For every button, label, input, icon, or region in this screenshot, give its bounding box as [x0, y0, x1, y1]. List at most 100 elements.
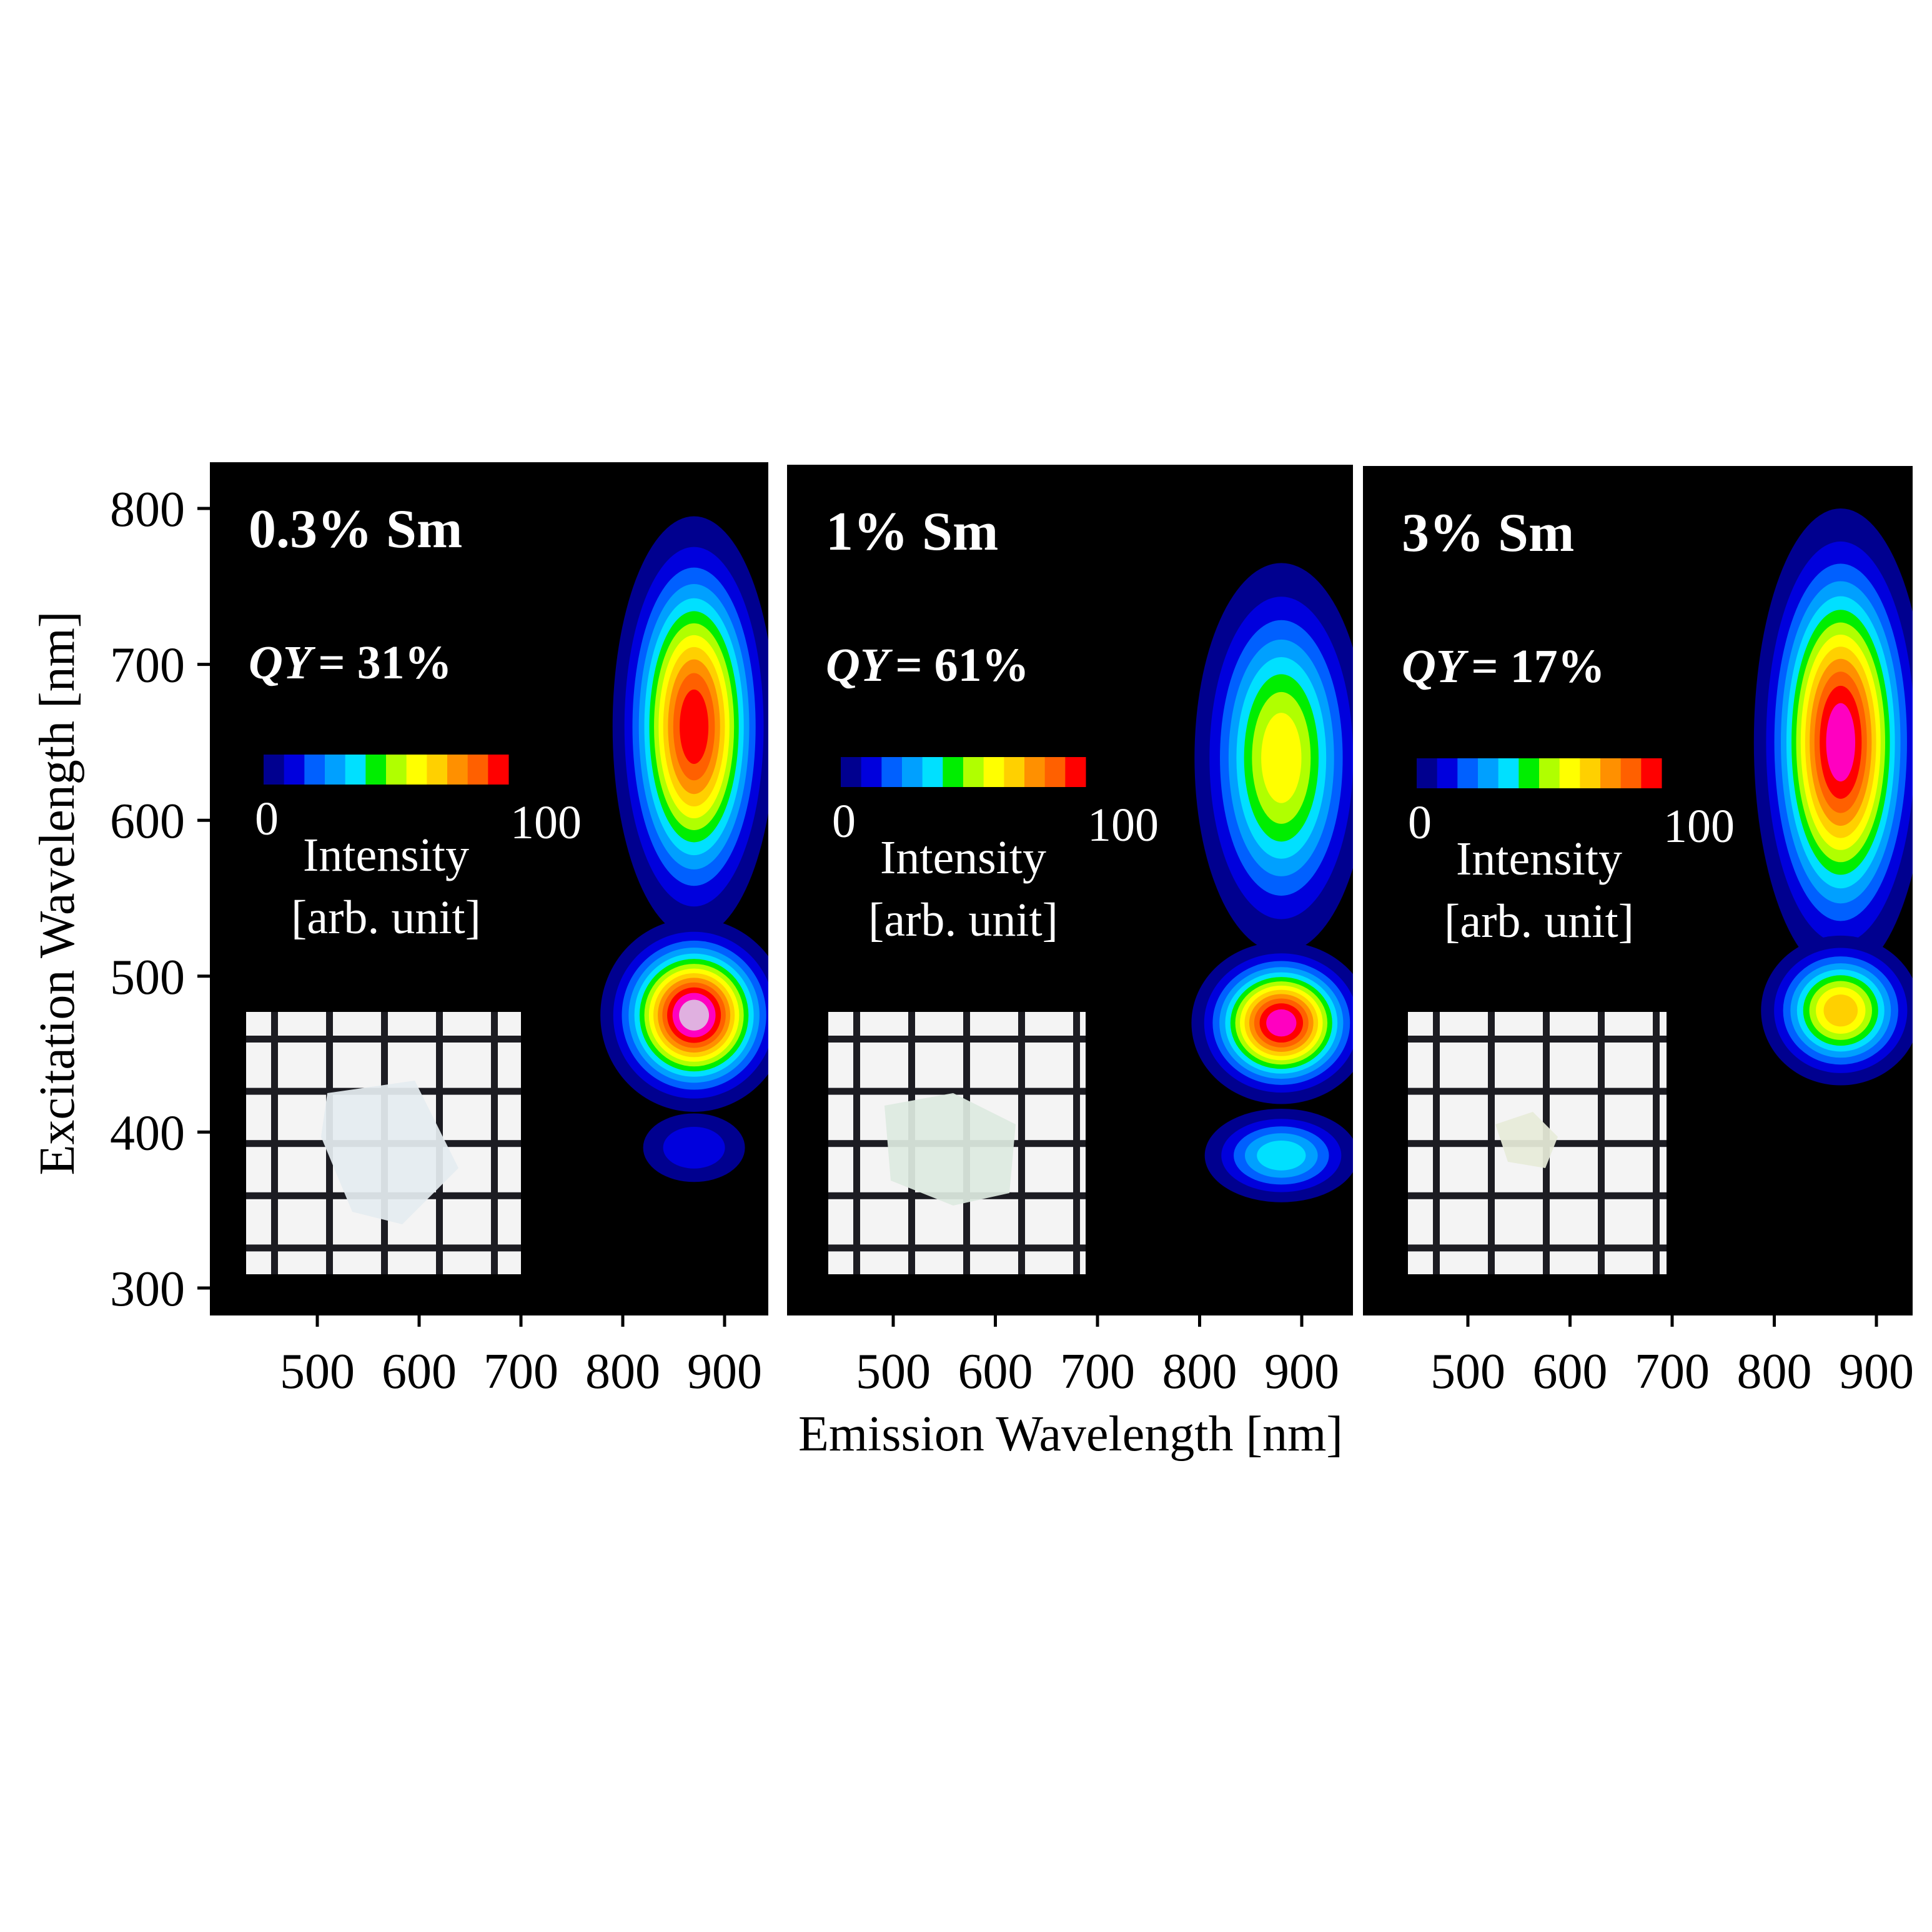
y-tick-label: 500 [110, 950, 185, 1005]
grid-line [246, 1244, 521, 1252]
x-tick-label: 600 [1533, 1344, 1608, 1399]
colorbar-swatch [304, 755, 325, 785]
x-axis-label: Emission Wavelength [nm] [798, 1407, 1343, 1462]
colorbar-min: 0 [832, 795, 856, 848]
x-tick-label: 900 [1839, 1344, 1914, 1399]
colorbar-swatch [447, 755, 468, 785]
emission-peak-3 [1204, 1108, 1353, 1202]
axes: 500 600 700 800 900 500 600 700 800 900 500 600 700 8… [110, 482, 1914, 1399]
qy-value: = 31% [318, 637, 452, 689]
panel-title: 1% Sm [826, 502, 998, 562]
colorbar-swatch [881, 757, 903, 787]
colorbar-swatch [861, 757, 882, 787]
colorbar-max: 100 [1087, 799, 1159, 851]
contour-map [600, 516, 768, 1182]
emission-peak-1 [1194, 563, 1353, 953]
contour-map [1191, 563, 1353, 1202]
colorbar-label: Intensity [1456, 833, 1622, 885]
y-tick-label: 700 [110, 638, 185, 693]
colorbar-swatch [1478, 758, 1499, 788]
contour-level-14 [679, 999, 710, 1031]
y-tick-label: 400 [110, 1106, 185, 1161]
y-tick-label: 300 [110, 1262, 185, 1317]
colorbar: 0 100 Intensity [arb. unit] [1408, 758, 1735, 948]
colorbar-swatch [1559, 758, 1580, 788]
grid-line [246, 1036, 521, 1043]
emission-peak-2 [1191, 941, 1353, 1104]
grid-line [828, 1036, 1086, 1043]
colorbar-swatch [963, 757, 984, 787]
x-tick-label: 700 [483, 1344, 558, 1399]
x-tick-label: 900 [1264, 1344, 1339, 1399]
contour-level-9 [1823, 994, 1858, 1027]
contour-level-13 [1826, 703, 1856, 782]
crystal-sample [1495, 1112, 1558, 1168]
colorbar-swatch [1004, 757, 1025, 787]
qy-value: = 17% [1471, 640, 1605, 693]
contour-level-8 [1261, 713, 1302, 803]
colorbar-swatch [1437, 758, 1458, 788]
grid-line [828, 1244, 1086, 1252]
panel-title: 3% Sm [1402, 503, 1574, 563]
colorbar-swatch [1539, 758, 1560, 788]
panel-title: 0.3% Sm [249, 499, 462, 560]
colorbar-swatch [1044, 757, 1066, 787]
colorbar-unit: [arb. unit] [291, 891, 481, 944]
colorbar-swatch [1457, 758, 1479, 788]
emission-peak-2 [600, 918, 768, 1112]
emission-peak-1 [1753, 508, 1913, 976]
contour-map [1753, 508, 1913, 1086]
colorbar-swatch [1518, 758, 1540, 788]
emission-peak-2 [1761, 935, 1913, 1086]
crystal-sample [884, 1093, 1016, 1206]
x-tick-label: 600 [382, 1344, 457, 1399]
panel-3: 3% Sm QY = 17% 0 100 Intensity [arb. unit] [1363, 466, 1913, 1315]
grid-line [1408, 1036, 1667, 1043]
colorbar-swatch [427, 755, 448, 785]
colorbar-swatch [488, 755, 509, 785]
colorbar-swatch [1065, 757, 1086, 787]
qy-value: = 61% [895, 639, 1029, 691]
colorbar-swatch [841, 757, 862, 787]
colorbar-swatch [284, 755, 305, 785]
x-tick-label: 800 [1162, 1344, 1237, 1399]
y-tick-label: 600 [110, 794, 185, 849]
contour-level-13 [1266, 1009, 1297, 1037]
colorbar-swatch [1620, 758, 1642, 788]
qy-label: QY [249, 637, 316, 689]
emission-peak-1 [612, 516, 768, 938]
grid-line [1408, 1192, 1667, 1199]
colorbar-unit: [arb. unit] [868, 894, 1058, 946]
colorbar-swatch [386, 755, 407, 785]
colorbar-swatch [1417, 758, 1438, 788]
colorbar-swatch [365, 755, 387, 785]
grid-line [1408, 1087, 1667, 1095]
contour-level-5 [1257, 1140, 1306, 1171]
quantum-yield: QY = 31% [249, 637, 452, 689]
crystal-sample [321, 1081, 458, 1224]
x-tick-label: 500 [1430, 1344, 1505, 1399]
colorbar-swatch [1600, 758, 1622, 788]
colorbar-swatch [1024, 757, 1046, 787]
colorbar-max: 100 [510, 796, 582, 849]
sample-photo [1408, 1012, 1667, 1274]
grid-line [828, 1087, 1086, 1095]
colorbar-min: 0 [255, 793, 279, 845]
colorbar-swatch [922, 757, 943, 787]
contour-level-2 [663, 1127, 725, 1169]
grid-line [1408, 1244, 1667, 1252]
colorbar: 0 100 Intensity [arb. unit] [832, 757, 1159, 946]
colorbar-swatch [325, 755, 346, 785]
qy-label: QY [826, 639, 893, 691]
sample-photo [246, 1012, 521, 1274]
quantum-yield: QY = 17% [1402, 640, 1605, 693]
x-tick-label: 500 [280, 1344, 355, 1399]
colorbar-swatch [467, 755, 488, 785]
x-tick-label: 700 [1060, 1344, 1135, 1399]
emission-peak-3 [643, 1113, 745, 1182]
colorbar-swatch [1641, 758, 1662, 788]
colorbar-swatch [943, 757, 964, 787]
colorbar-label: Intensity [880, 831, 1046, 884]
